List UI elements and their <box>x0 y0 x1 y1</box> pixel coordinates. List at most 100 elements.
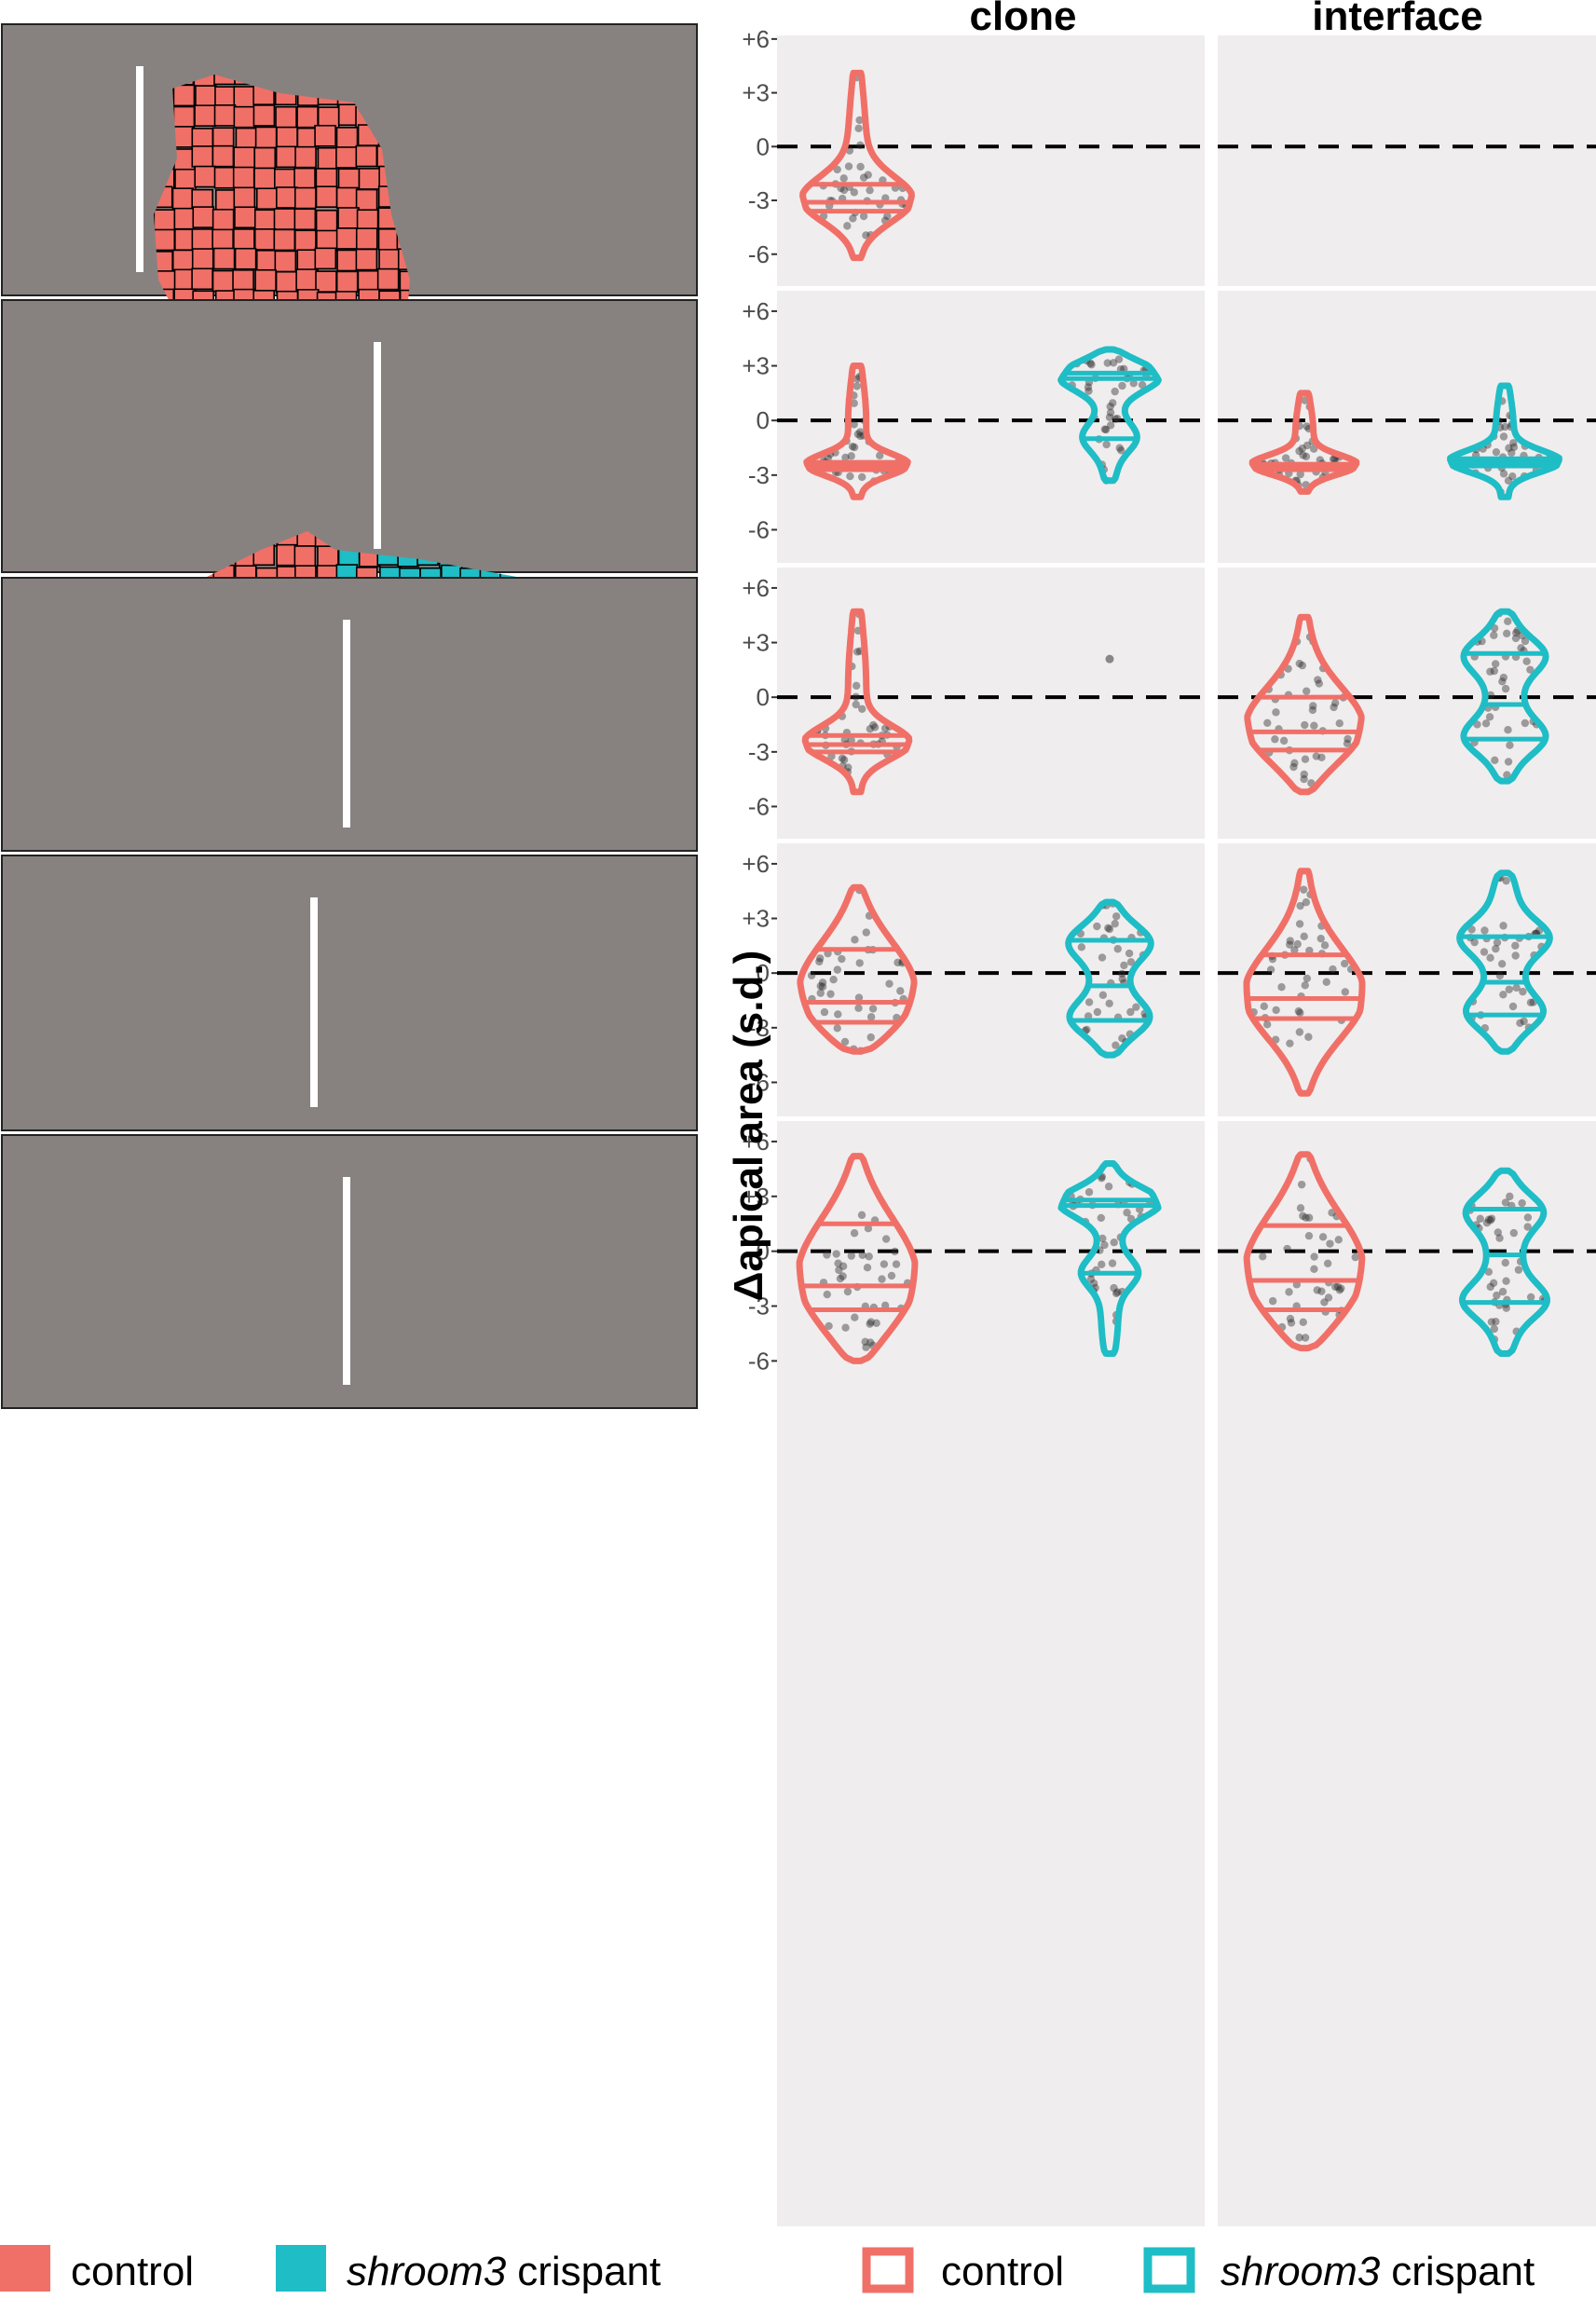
data-point <box>1105 654 1114 664</box>
data-point <box>1313 1286 1321 1294</box>
data-point <box>1272 708 1280 717</box>
cell-control <box>191 228 214 251</box>
cell-control <box>314 247 337 270</box>
data-point <box>1286 937 1294 945</box>
data-point <box>1486 953 1494 963</box>
data-point <box>1298 661 1306 670</box>
facet-panel-interface <box>1218 568 1596 839</box>
data-point <box>1286 1039 1294 1047</box>
cell-control <box>194 104 216 127</box>
cell-control <box>233 86 256 108</box>
data-point <box>862 1343 870 1351</box>
data-point <box>1296 1204 1305 1212</box>
data-point <box>1295 446 1303 456</box>
data-point <box>1295 1334 1303 1342</box>
data-point <box>1296 1008 1304 1018</box>
cell-control <box>357 269 380 293</box>
data-point <box>1495 1234 1504 1242</box>
cell-control <box>293 186 317 210</box>
legend-label-control-outline: control <box>941 2249 1064 2294</box>
cell-control <box>191 267 213 291</box>
data-point <box>1476 1214 1484 1224</box>
y-tick-label: +3 <box>742 905 770 933</box>
data-point <box>851 936 859 944</box>
y-tick-label: 0 <box>757 406 770 434</box>
data-point <box>1118 975 1126 983</box>
data-point <box>846 472 854 481</box>
data-point <box>1517 644 1525 652</box>
cell-control <box>335 227 359 250</box>
data-point <box>1502 1304 1510 1312</box>
data-point <box>1499 470 1508 478</box>
data-point <box>1329 965 1337 974</box>
data-point <box>1118 1034 1126 1043</box>
data-point <box>1481 719 1491 728</box>
violin-control-interface <box>1248 390 1360 495</box>
data-point <box>1117 446 1125 455</box>
data-point <box>1497 960 1507 968</box>
data-point <box>1093 922 1101 931</box>
data-point <box>839 1262 848 1270</box>
data-point <box>1262 1020 1272 1029</box>
data-point <box>1263 718 1272 727</box>
data-point <box>1504 758 1513 766</box>
data-point <box>854 993 864 1002</box>
y-tick-label: +3 <box>742 1183 770 1211</box>
data-point <box>1490 1324 1499 1334</box>
data-point <box>853 430 863 439</box>
y-tick-label: 0 <box>757 132 770 160</box>
data-point <box>827 752 836 760</box>
data-point <box>866 185 874 195</box>
data-point <box>825 1321 833 1331</box>
data-point <box>1492 1317 1500 1326</box>
data-point <box>852 700 860 709</box>
cell-control <box>358 168 381 190</box>
data-point <box>857 1211 866 1220</box>
data-point <box>1289 762 1298 772</box>
facet-panel-clone <box>777 291 1205 563</box>
data-point <box>853 382 861 390</box>
data-point <box>858 1251 866 1260</box>
data-point <box>852 681 861 691</box>
data-point <box>1296 901 1304 910</box>
y-tick-label: -3 <box>748 1014 770 1042</box>
cell-control <box>275 105 297 129</box>
data-point <box>1317 1287 1326 1295</box>
data-point <box>1098 1260 1106 1269</box>
data-point <box>1100 1240 1109 1250</box>
cell-control <box>213 104 237 127</box>
data-point <box>1335 1286 1344 1294</box>
data-point <box>1084 1188 1094 1197</box>
data-point <box>1293 939 1302 949</box>
data-point <box>816 981 825 991</box>
data-point <box>872 1319 880 1327</box>
cell-control <box>294 229 317 253</box>
data-point <box>1480 948 1489 956</box>
data-point <box>852 692 860 701</box>
cell-control <box>172 105 196 129</box>
data-point <box>1300 770 1308 779</box>
y-tick-label: -6 <box>748 1068 770 1096</box>
data-point <box>1260 1002 1268 1011</box>
legend-label-control: control <box>71 2249 194 2294</box>
cell-control <box>315 270 337 293</box>
facet-title-interface: interface <box>1312 0 1482 39</box>
data-point <box>1505 444 1513 453</box>
violin-crispant-interface <box>1459 1167 1550 1357</box>
data-point <box>1304 1213 1314 1222</box>
cell-control <box>377 227 401 251</box>
cell-control <box>233 228 255 251</box>
facet-panel-clone <box>777 1121 1205 2226</box>
data-point <box>855 959 864 967</box>
violin-control-clone <box>799 69 915 262</box>
cell-control <box>276 126 298 149</box>
data-point <box>836 1274 845 1283</box>
legend-swatch-crispant-filled <box>276 2245 326 2292</box>
facet-title-clone: clone <box>970 0 1077 39</box>
data-point <box>1123 1209 1131 1217</box>
cell-control <box>211 228 234 252</box>
data-point <box>1084 387 1093 395</box>
data-point <box>1343 739 1352 748</box>
data-point <box>1499 922 1507 930</box>
data-point <box>1523 1213 1533 1222</box>
